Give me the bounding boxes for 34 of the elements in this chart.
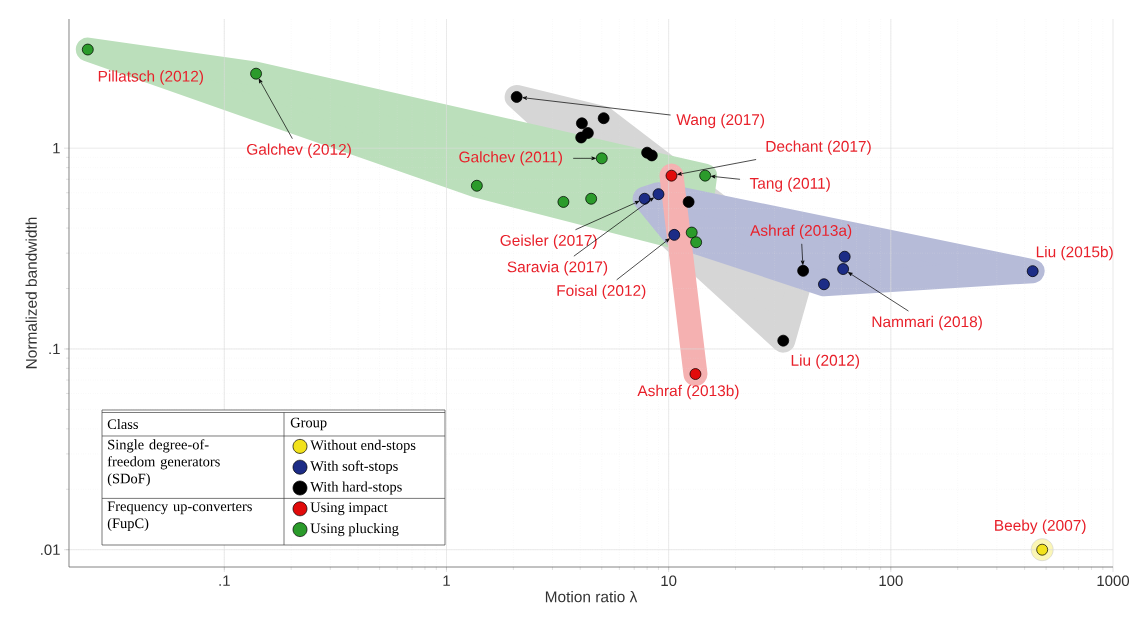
annotation: Liu (2015b) <box>1036 245 1113 261</box>
legend-label: Using plucking <box>310 523 399 537</box>
legend-label: Without end-stops <box>310 439 416 453</box>
x-tick-label: .1 <box>219 575 230 586</box>
y-tick-label: .1 <box>49 343 60 355</box>
annotation: Class <box>107 418 138 430</box>
y-tick-label: .01 <box>41 544 60 555</box>
annotation: Foisal (2012) <box>557 284 646 300</box>
x-axis-title: Motion ratio λ <box>545 590 638 603</box>
annotation: Galchev (2011) <box>459 151 563 166</box>
annotation: Ashraf (2013b) <box>637 384 739 400</box>
annotation: Geisler (2017) <box>500 234 597 249</box>
annotation: Wang (2017) <box>676 113 765 129</box>
x-tick-label: 1000 <box>1097 575 1130 587</box>
annotation: Galchev (2012) <box>247 143 351 158</box>
legend-label: Using impact <box>310 502 388 516</box>
annotation: Group <box>290 417 327 431</box>
x-tick-label: 100 <box>879 575 903 587</box>
annotation: Beeby (2007) <box>995 519 1086 534</box>
y-tick-label: 1 <box>53 143 60 154</box>
annotation: Dechant (2017) <box>766 140 871 155</box>
annotation: Pillatsch (2012) <box>98 70 204 85</box>
annotation: Liu (2012) <box>791 354 860 369</box>
annotation: Nammari (2018) <box>872 315 982 331</box>
annotation: Single degree-of-freedom generators (SDoF) <box>107 439 220 487</box>
legend-label: With hard-stops <box>310 481 402 495</box>
annotation: Frequency up-converters (FupC) <box>107 501 252 532</box>
y-axis-title: Normalized bandwidth <box>25 217 37 369</box>
annotation: Saravia (2017) <box>507 261 608 276</box>
annotation: Tang (2011) <box>749 177 830 192</box>
x-tick-label: 10 <box>661 575 677 587</box>
legend-label: With soft-stops <box>310 460 398 474</box>
annotation: Ashraf (2013a) <box>750 224 852 240</box>
x-tick-label: 1 <box>443 575 450 586</box>
